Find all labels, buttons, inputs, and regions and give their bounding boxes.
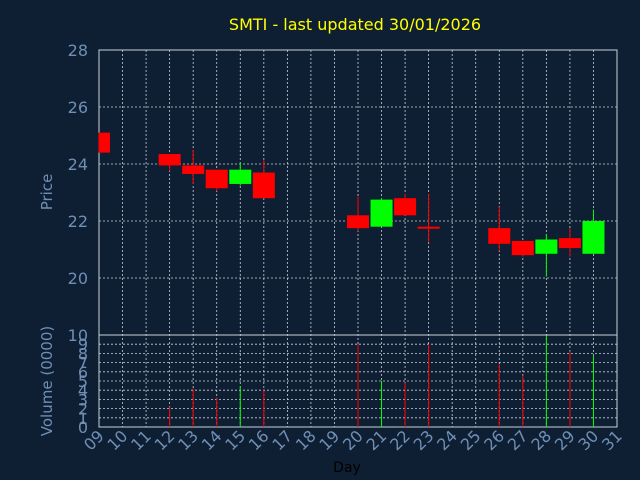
candle-body [158, 154, 181, 166]
price-tick-label: 20 [68, 269, 88, 288]
candle-body [417, 226, 440, 229]
candle-body [370, 199, 393, 227]
candle-body [99, 132, 110, 153]
candle-body [535, 239, 558, 254]
volume-panel: 1001234567890910111213141516171819202122… [68, 326, 626, 454]
candle-body [347, 215, 369, 229]
volume-tick-label: 2 [78, 400, 88, 419]
candle-body [182, 165, 205, 174]
day-tick-label: 31 [598, 426, 626, 454]
volume-axis-label: Volume (0000) [38, 326, 56, 436]
price-axis-label: Price [38, 174, 56, 211]
volume-tick-label: 6 [78, 363, 88, 382]
price-tick-label: 28 [68, 41, 88, 60]
day-axis-label: Day [333, 460, 361, 476]
candle-body [229, 169, 252, 184]
candle-body [394, 198, 417, 216]
volume-tick-label: 0 [78, 418, 88, 437]
price-tick-label: 24 [68, 155, 88, 174]
volume-tick-label: 10 [68, 326, 88, 345]
price-tick-label: 26 [68, 98, 88, 117]
candle-body [511, 240, 534, 256]
candle-body [582, 221, 605, 254]
volume-tick-label: 3 [78, 390, 88, 409]
volume-tick-label: 7 [78, 354, 88, 373]
price-plot-frame [98, 49, 618, 336]
volume-tick-label: 8 [78, 344, 88, 363]
volume-tick-label: 9 [78, 335, 88, 354]
candle-body [205, 169, 228, 189]
volume-tick-label: 4 [78, 381, 88, 400]
candle-body [558, 238, 581, 249]
price-tick-label: 22 [68, 212, 88, 231]
volume-tick-label: 1 [78, 409, 88, 428]
volume-tick-label: 5 [78, 372, 88, 391]
chart-title: SMTI - last updated 30/01/2026 [229, 15, 481, 34]
candle-body [488, 228, 511, 244]
candle-body [252, 172, 275, 199]
